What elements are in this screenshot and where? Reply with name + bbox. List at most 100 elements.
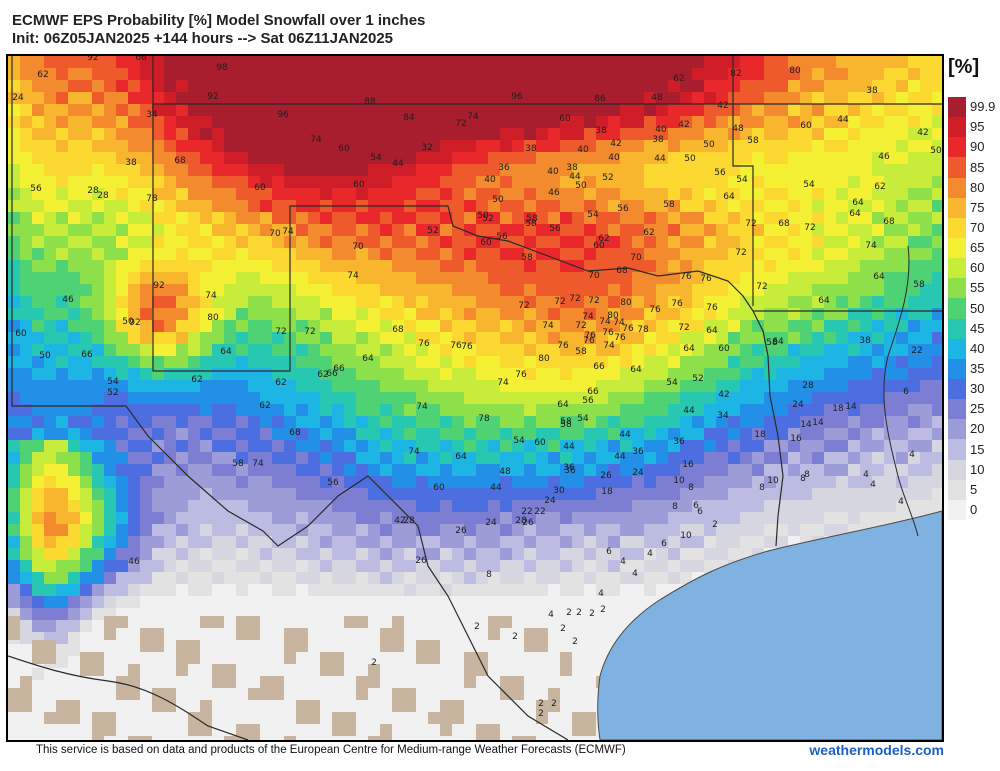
- grid-cell: [68, 56, 80, 68]
- grid-cell: [236, 464, 248, 476]
- grid-cell: [800, 284, 812, 296]
- grid-cell: [104, 692, 116, 704]
- grid-cell: [548, 608, 560, 620]
- grid-cell: [632, 152, 644, 164]
- probability-value: 26: [455, 526, 467, 536]
- grid-cell: [332, 692, 344, 704]
- grid-cell: [572, 560, 584, 572]
- grid-cell: [272, 596, 284, 608]
- grid-cell: [812, 392, 824, 404]
- grid-cell: [740, 188, 752, 200]
- grid-cell: [452, 668, 464, 680]
- grid-cell: [200, 104, 212, 116]
- grid-cell: [464, 620, 476, 632]
- grid-cell: [176, 512, 188, 524]
- grid-cell: [608, 440, 620, 452]
- grid-cell: [164, 428, 176, 440]
- grid-cell: [44, 476, 56, 488]
- grid-cell: [620, 536, 632, 548]
- grid-cell: [716, 524, 728, 536]
- grid-cell: [44, 524, 56, 536]
- grid-cell: [404, 560, 416, 572]
- probability-value: 10: [680, 531, 692, 541]
- grid-cell: [764, 464, 776, 476]
- probability-map[interactable]: 92 66 98 62 62 82 80 24 92 88 96 86 48 38 42 34 96 84 72 74…: [6, 54, 944, 742]
- grid-cell: [92, 128, 104, 140]
- grid-cell: [176, 164, 188, 176]
- grid-cell: [476, 200, 488, 212]
- grid-cell: [596, 560, 608, 572]
- grid-cell: [392, 380, 404, 392]
- grid-cell: [704, 500, 716, 512]
- grid-cell: [80, 188, 92, 200]
- grid-cell: [104, 368, 116, 380]
- grid-cell: [212, 308, 224, 320]
- probability-value: 64: [849, 209, 861, 219]
- grid-cell: [764, 320, 776, 332]
- grid-cell: [212, 224, 224, 236]
- grid-cell: [644, 296, 656, 308]
- grid-cell: [728, 488, 740, 500]
- grid-cell: [104, 80, 116, 92]
- grid-cell: [464, 380, 476, 392]
- grid-cell: [704, 296, 716, 308]
- grid-cell: [272, 176, 284, 188]
- terrain-cell: [548, 688, 560, 700]
- grid-cell: [920, 404, 932, 416]
- grid-cell: [800, 404, 812, 416]
- grid-cell: [8, 104, 20, 116]
- grid-cell: [320, 368, 332, 380]
- grid-cell: [104, 464, 116, 476]
- grid-cell: [392, 164, 404, 176]
- grid-cell: [212, 428, 224, 440]
- grid-cell: [872, 236, 884, 248]
- grid-cell: [488, 464, 500, 476]
- grid-cell: [680, 476, 692, 488]
- grid-cell: [896, 92, 908, 104]
- grid-cell: [236, 488, 248, 500]
- grid-cell: [368, 584, 380, 596]
- grid-cell: [752, 344, 764, 356]
- grid-cell: [92, 620, 104, 632]
- probability-value: 72: [275, 327, 286, 337]
- grid-cell: [608, 368, 620, 380]
- grid-cell: [404, 404, 416, 416]
- grid-cell: [116, 68, 128, 80]
- grid-cell: [140, 476, 152, 488]
- grid-cell: [584, 248, 596, 260]
- grid-cell: [596, 620, 608, 632]
- grid-cell: [284, 164, 296, 176]
- grid-cell: [248, 704, 260, 716]
- grid-cell: [704, 116, 716, 128]
- grid-cell: [224, 56, 236, 68]
- grid-cell: [368, 272, 380, 284]
- grid-cell: [272, 356, 284, 368]
- grid-cell: [200, 668, 212, 680]
- grid-cell: [8, 356, 20, 368]
- terrain-cell: [8, 628, 20, 640]
- grid-cell: [344, 116, 356, 128]
- grid-cell: [188, 524, 200, 536]
- grid-cell: [248, 476, 260, 488]
- grid-cell: [668, 524, 680, 536]
- grid-cell: [92, 548, 104, 560]
- terrain-cell: [404, 700, 416, 712]
- grid-cell: [644, 488, 656, 500]
- grid-cell: [416, 692, 428, 704]
- grid-cell: [848, 500, 860, 512]
- grid-cell: [836, 368, 848, 380]
- grid-cell: [488, 80, 500, 92]
- grid-cell: [308, 92, 320, 104]
- grid-cell: [152, 260, 164, 272]
- grid-cell: [776, 488, 788, 500]
- grid-cell: [140, 572, 152, 584]
- grid-cell: [464, 596, 476, 608]
- grid-cell: [440, 680, 452, 692]
- brand-link[interactable]: weathermodels.com: [809, 742, 944, 758]
- grid-cell: [416, 548, 428, 560]
- grid-cell: [176, 608, 188, 620]
- grid-cell: [452, 584, 464, 596]
- grid-cell: [536, 584, 548, 596]
- grid-cell: [332, 500, 344, 512]
- grid-cell: [380, 560, 392, 572]
